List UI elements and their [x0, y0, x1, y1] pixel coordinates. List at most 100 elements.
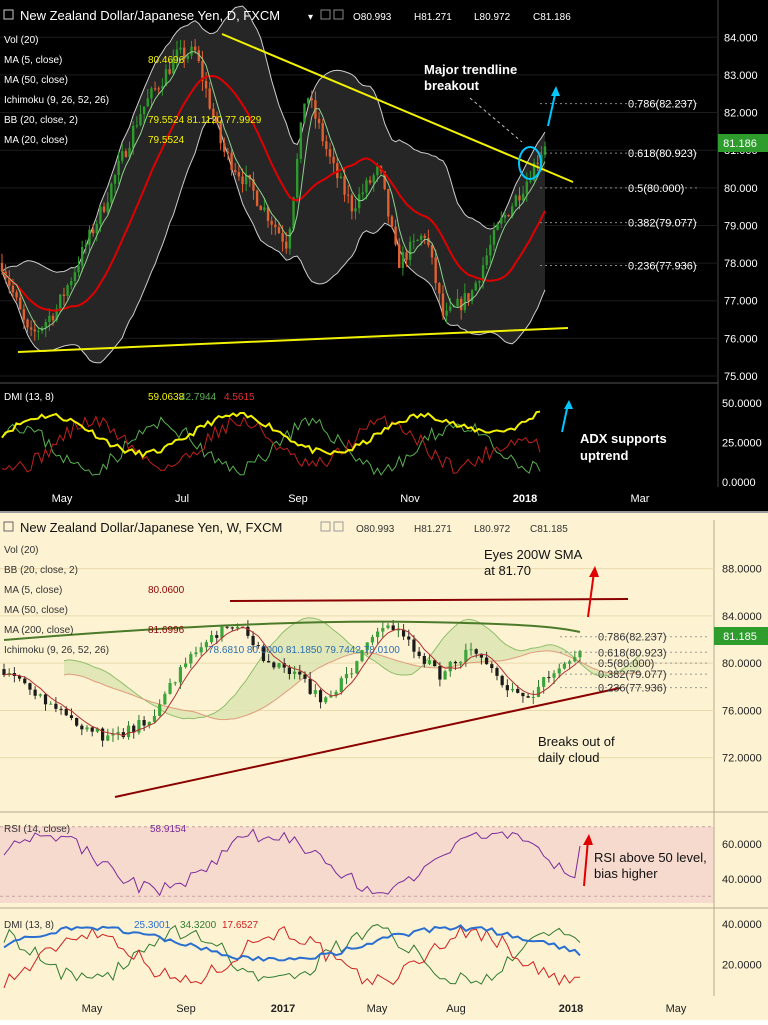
settings-icon[interactable]	[320, 9, 331, 20]
weekly-candle-body	[459, 661, 463, 664]
up-arrowhead-icon	[551, 86, 560, 96]
daily-candle-body	[332, 156, 335, 164]
daily-candle-body	[317, 118, 321, 124]
daily-candle-body	[481, 265, 485, 282]
weekly-collapse-icon[interactable]	[3, 521, 14, 532]
daily-candle-body	[470, 290, 474, 302]
daily-candle-body	[183, 47, 186, 59]
weekly-candle-body	[106, 735, 110, 741]
daily-candle-body	[368, 180, 372, 183]
daily-candle-body	[193, 46, 197, 51]
daily-candle-body	[303, 103, 306, 123]
daily-candle-body	[325, 141, 328, 150]
weekly-overlays: 0.786(82.237) 0.618(80.923)0.5(80.000)0.3…	[3, 598, 710, 798]
daily-candle-body	[467, 293, 470, 302]
weekly-rsi-line: 60.0000 40.0000	[0, 826, 762, 897]
weekly-candle-body	[132, 725, 136, 733]
daily-candle-body	[255, 190, 259, 206]
weekly-candle-body	[313, 690, 317, 694]
daily-candle-body	[44, 321, 47, 328]
daily-candle-body	[354, 208, 357, 212]
weekly-legend-name: MA (200, close)	[4, 625, 73, 636]
daily-dmi-v2: 42.7944	[180, 392, 217, 403]
breakout-circle	[518, 146, 542, 180]
daily-legend-name: BB (20, close, 2)	[4, 115, 78, 126]
daily-candle-body	[59, 294, 62, 309]
daily-y-tick: 80.000	[724, 183, 758, 195]
weekly-candle-body	[287, 667, 292, 675]
weekly-candle-body	[2, 669, 6, 675]
daily-legend: Vol (20) MA (5, close) 80.4696 MA (50, clos…	[4, 35, 262, 146]
daily-candle-body	[295, 158, 299, 198]
daily-low: L80.972	[474, 12, 511, 23]
weekly-y-tick: 80.0000	[722, 658, 762, 670]
daily-candle-body	[445, 310, 448, 316]
weekly-candle-body	[142, 720, 146, 726]
daily-y-tick: 79.000	[724, 220, 758, 232]
bollinger-upper	[1, 5, 546, 273]
daily-candle-body	[401, 252, 405, 268]
daily-candle-body	[110, 183, 113, 203]
bollinger-fill	[2, 6, 545, 363]
weekly-candle-body	[277, 663, 281, 668]
rsi-legend-name: RSI (14, close)	[4, 824, 70, 835]
daily-y-tick: 84.000	[724, 32, 758, 44]
daily-candle-body	[131, 125, 135, 148]
weekly-x-tick: Aug	[446, 1003, 466, 1015]
daily-fib-label: 0.5(80.000)	[628, 183, 684, 195]
daily-candle-body	[99, 206, 102, 224]
weekly-candle-body	[173, 682, 177, 684]
daily-candle-body	[478, 281, 481, 283]
weekly-candle-body	[230, 627, 234, 629]
daily-open: O80.993	[353, 12, 392, 23]
daily-candle-body	[463, 293, 467, 311]
daily-candle-body	[347, 194, 350, 196]
daily-dmi-plus	[1, 416, 541, 476]
rsi-arrowhead-icon	[583, 834, 593, 845]
daily-candle-body	[474, 282, 477, 291]
lock-icon[interactable]	[333, 9, 344, 20]
daily-candle-body	[139, 114, 142, 126]
weekly-candle-body	[49, 703, 53, 705]
weekly-settings-icon[interactable]	[320, 521, 331, 532]
daily-candle-body	[223, 143, 226, 152]
weekly-candle-body	[235, 626, 240, 629]
daily-candle-body	[80, 247, 84, 266]
daily-candle-body	[33, 329, 36, 332]
daily-candle-body	[521, 193, 525, 201]
adx-annotation-line2: uptrend	[580, 448, 628, 463]
daily-fib-label: 0.382(79.077)	[628, 218, 697, 230]
weekly-candle-body	[282, 663, 286, 668]
weekly-resistance-line	[229, 598, 629, 602]
weekly-lock-icon[interactable]	[333, 521, 344, 532]
weekly-price-badge-text: 81.185	[723, 631, 757, 643]
weekly-candle-body	[220, 626, 224, 638]
collapse-icon[interactable]	[3, 9, 14, 20]
daily-legend-name: MA (20, close)	[4, 135, 68, 146]
chevron-down-icon[interactable]: ▾	[308, 12, 313, 23]
daily-candle-body	[259, 205, 262, 211]
weekly-ma5-line	[3, 626, 581, 737]
weekly-dmi-legend-name: DMI (13, 8)	[4, 920, 54, 931]
weekly-candle-body	[85, 727, 89, 730]
daily-candle-body	[489, 244, 492, 256]
daily-y-tick: 77.000	[724, 296, 758, 308]
daily-y-tick: 83.000	[724, 70, 758, 82]
daily-dmi-tick: 50.0000	[722, 398, 762, 410]
daily-candle-body	[434, 257, 437, 284]
weekly-dmi-v2: 34.3200	[180, 920, 217, 931]
weekly-fib-label: 0.618(80.923)	[598, 647, 667, 659]
daily-high: H81.271	[414, 12, 452, 23]
daily-candle-body	[492, 229, 496, 245]
daily-candle-body	[507, 215, 510, 217]
daily-candle-body	[543, 146, 547, 155]
daily-x-tick: Mar	[631, 493, 650, 505]
daily-candle-body	[146, 98, 149, 107]
sma-up-arrow-icon	[587, 571, 595, 618]
weekly-candle-body	[111, 733, 115, 736]
daily-candle-body	[237, 172, 241, 177]
daily-candle-body	[48, 315, 51, 322]
daily-candle-body	[157, 88, 160, 90]
daily-close: C81.186	[533, 12, 571, 23]
daily-candle-body	[15, 292, 18, 298]
